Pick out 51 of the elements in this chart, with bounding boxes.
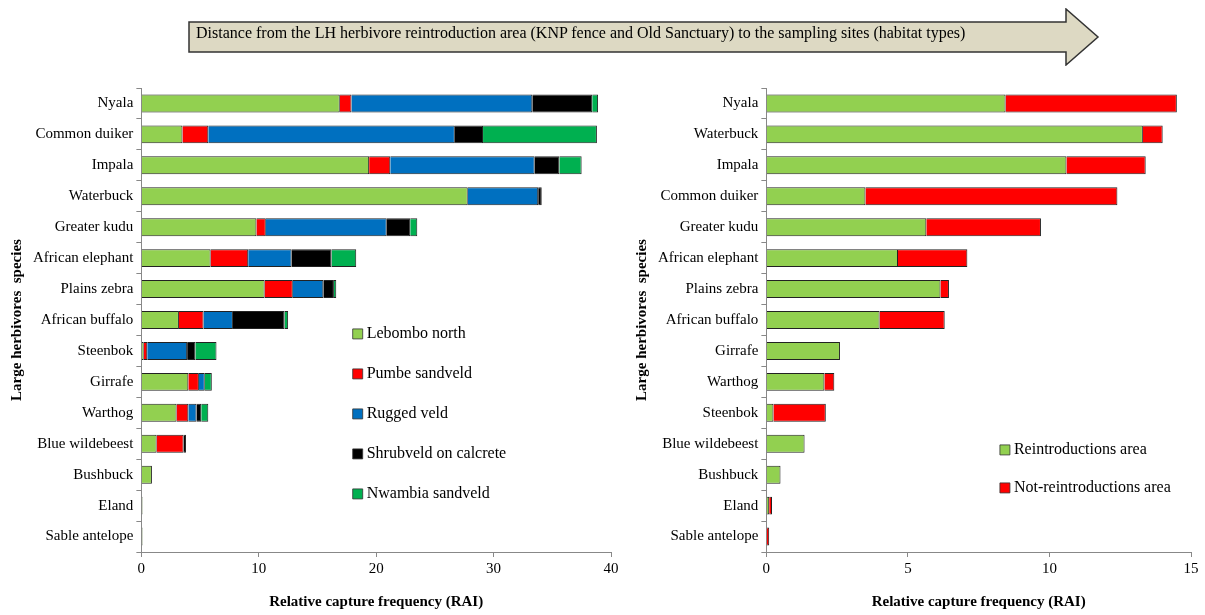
x-tick-label: 10 <box>1041 559 1057 576</box>
y-tick-label: Steenbok <box>702 403 759 420</box>
y-tick-label: Warthog <box>82 403 134 420</box>
x-tick-label: 40 <box>603 559 619 576</box>
y-tick-label: African buffalo <box>40 310 134 327</box>
legend-label: Rugged veld <box>366 404 449 423</box>
y-tick-label: Plains zebra <box>685 280 759 296</box>
y-tick-label: Steenbok <box>77 341 134 358</box>
y-tick-label: Blue wildebeest <box>662 434 760 451</box>
y-tick-label: Waterbuck <box>693 125 759 142</box>
y-tick-label: Warthog <box>707 372 759 389</box>
x-tick-label: 15 <box>1183 559 1199 576</box>
x-axis-title: Relative capture frequency (RAI) <box>871 592 1086 610</box>
legend-label: Pumbe sandveld <box>366 364 473 382</box>
x-tick-label: 5 <box>904 559 912 576</box>
y-tick-label: Nyala <box>722 94 759 111</box>
y-tick-label: Eland <box>98 496 134 513</box>
y-tick-label: Blue wildebeest <box>37 434 135 451</box>
legend-label: Not-reintroductions area <box>1013 478 1171 496</box>
y-tick-label: African elephant <box>32 249 135 266</box>
y-tick-label: Impala <box>716 156 759 173</box>
y-tick-label: Girrafe <box>715 341 759 358</box>
y-tick-label: Common duiker <box>35 125 134 142</box>
y-tick-label: Girrafe <box>90 372 134 389</box>
y-tick-label: Plains zebra <box>60 280 134 296</box>
y-tick-label: Sable antelope <box>45 527 134 544</box>
legend-label: Shrubveld on calcrete <box>366 444 507 462</box>
text: Distance from the LH herbivore reintroduction area (KNP fence and Old Sanctuary) to the sampling sites (habitat types) <box>196 24 967 42</box>
x-tick-label: 0 <box>762 559 771 576</box>
y-tick-label: Greater kudu <box>679 218 759 235</box>
y-axis-title: Large herbivores species <box>632 238 649 401</box>
y-tick-label: Impala <box>91 156 134 173</box>
legend-label: Lebombo north <box>366 324 466 342</box>
y-tick-label: African buffalo <box>665 310 759 327</box>
y-tick-label: Sable antelope <box>670 527 759 544</box>
y-axis-title: Large herbivores species <box>7 238 24 401</box>
y-tick-label: Eland <box>723 496 759 513</box>
legend-label: Reintroductions area <box>1013 440 1147 458</box>
y-tick-label: Common duiker <box>660 187 759 204</box>
y-tick-label: Nyala <box>97 94 134 111</box>
x-tick-label: 30 <box>486 559 502 576</box>
y-tick-label: Greater kudu <box>54 218 134 235</box>
y-tick-label: Bushbuck <box>698 465 759 482</box>
x-tick-label: 0 <box>137 559 146 576</box>
x-tick-label: 20 <box>368 559 384 576</box>
x-tick-label: 10 <box>251 559 267 576</box>
y-tick-label: Waterbuck <box>68 187 134 204</box>
y-tick-label: Bushbuck <box>73 465 134 482</box>
x-axis-title: Relative capture frequency (RAI) <box>269 592 484 610</box>
y-tick-label: African elephant <box>657 249 760 266</box>
legend-label: Nwambia sandveld <box>366 484 490 502</box>
